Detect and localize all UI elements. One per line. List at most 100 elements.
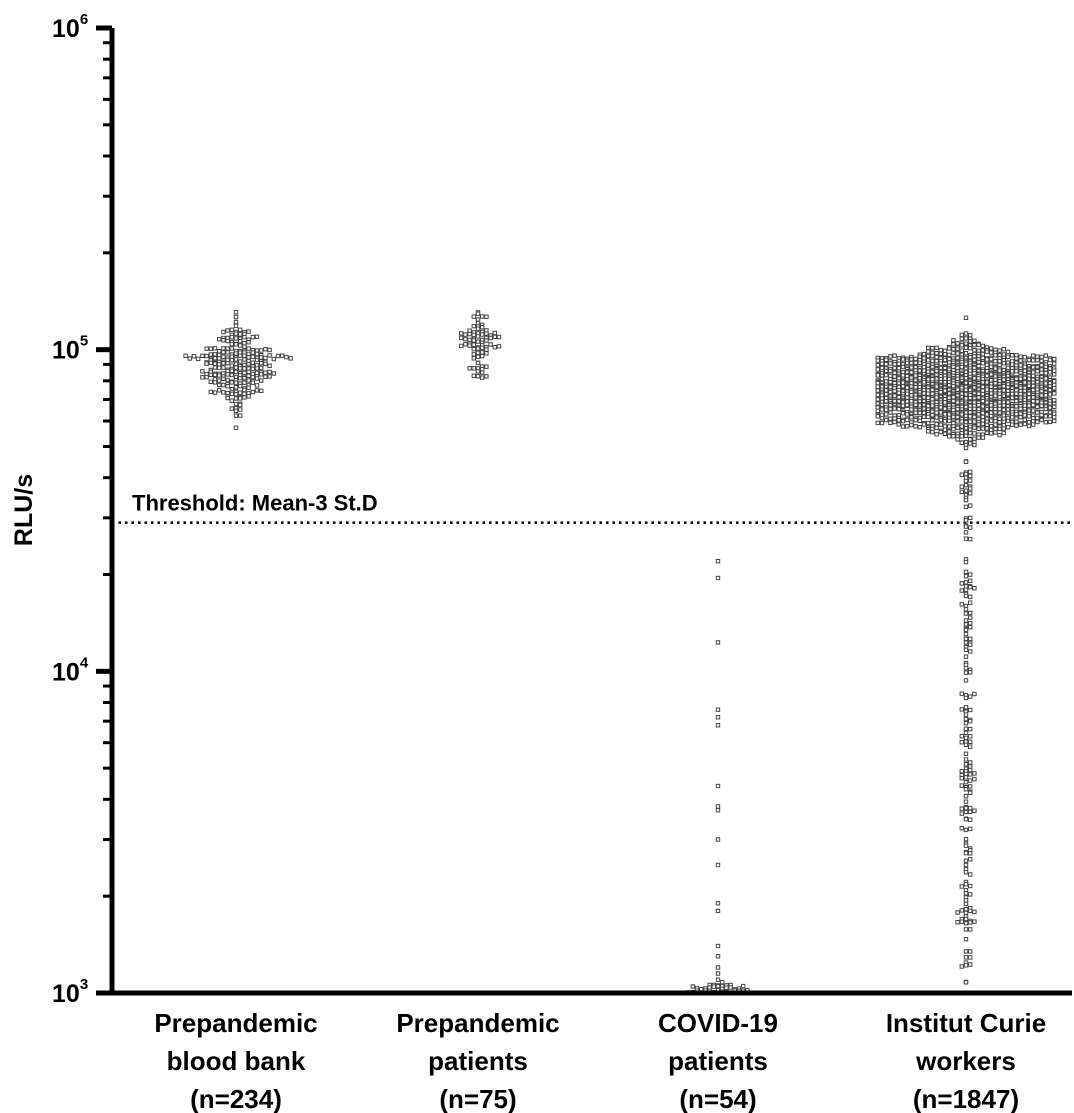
data-point bbox=[1047, 419, 1053, 425]
data-point bbox=[980, 421, 985, 427]
data-point bbox=[993, 377, 998, 383]
data-point bbox=[1001, 388, 1006, 393]
data-point bbox=[225, 361, 230, 366]
data-point bbox=[225, 377, 230, 383]
data-point bbox=[968, 536, 973, 542]
data-point bbox=[968, 739, 973, 744]
data-point bbox=[1010, 369, 1015, 374]
data-point bbox=[246, 373, 251, 379]
data-point bbox=[900, 384, 906, 389]
data-point bbox=[917, 425, 922, 430]
data-point bbox=[229, 354, 235, 359]
data-point bbox=[242, 341, 247, 346]
data-point bbox=[263, 374, 268, 379]
data-point bbox=[217, 378, 222, 383]
data-point bbox=[884, 368, 889, 374]
data-point bbox=[909, 407, 914, 412]
data-point bbox=[984, 373, 990, 378]
data-point bbox=[968, 649, 973, 654]
data-point bbox=[980, 426, 985, 431]
data-point bbox=[892, 374, 897, 379]
data-point bbox=[955, 920, 960, 925]
data-point bbox=[926, 395, 931, 401]
data-point bbox=[938, 390, 943, 395]
data-point bbox=[238, 359, 243, 364]
data-point bbox=[921, 368, 927, 373]
data-point bbox=[968, 478, 973, 483]
data-point bbox=[1052, 386, 1057, 391]
data-point bbox=[997, 362, 1002, 368]
data-point bbox=[968, 920, 973, 925]
category-label-line: Prepandemic bbox=[154, 1008, 317, 1038]
data-point bbox=[900, 400, 906, 405]
data-point bbox=[963, 937, 969, 942]
data-point bbox=[475, 374, 481, 379]
data-point bbox=[471, 314, 477, 319]
data-point bbox=[997, 420, 1002, 425]
data-point bbox=[989, 423, 994, 429]
data-point bbox=[963, 882, 969, 887]
data-point bbox=[238, 353, 243, 358]
data-point bbox=[968, 332, 973, 338]
data-point bbox=[217, 356, 222, 361]
data-point bbox=[1010, 395, 1015, 401]
data-point bbox=[951, 347, 956, 352]
data-point bbox=[875, 358, 880, 363]
data-point bbox=[984, 380, 990, 385]
data-point bbox=[242, 395, 247, 400]
data-point bbox=[1026, 408, 1032, 413]
data-point bbox=[963, 574, 969, 579]
data-point bbox=[715, 715, 721, 720]
data-point bbox=[959, 908, 964, 913]
data-point bbox=[963, 331, 969, 336]
data-point bbox=[947, 352, 952, 358]
data-point bbox=[715, 804, 721, 809]
data-point bbox=[1005, 391, 1011, 397]
data-point bbox=[892, 416, 897, 421]
data-point bbox=[947, 360, 952, 365]
data-point bbox=[963, 336, 969, 341]
data-point bbox=[980, 384, 985, 390]
data-point bbox=[980, 355, 985, 361]
data-point bbox=[267, 353, 272, 358]
data-point bbox=[963, 809, 969, 815]
data-point bbox=[989, 391, 994, 396]
data-point bbox=[715, 808, 721, 813]
data-point bbox=[212, 352, 218, 357]
data-point bbox=[467, 337, 472, 343]
data-point bbox=[488, 342, 493, 347]
data-point bbox=[1035, 404, 1040, 410]
data-point bbox=[475, 369, 481, 374]
data-point bbox=[984, 349, 990, 354]
data-point bbox=[930, 377, 935, 382]
data-point bbox=[484, 338, 489, 343]
data-point bbox=[1005, 410, 1011, 416]
data-point bbox=[204, 353, 209, 359]
data-point bbox=[242, 353, 247, 358]
data-point bbox=[968, 594, 973, 600]
data-point bbox=[997, 432, 1002, 438]
data-point bbox=[963, 901, 969, 907]
data-point bbox=[1052, 379, 1057, 384]
data-point bbox=[221, 329, 226, 335]
data-point bbox=[909, 365, 914, 370]
data-point bbox=[959, 472, 964, 477]
data-point bbox=[938, 347, 943, 353]
data-point bbox=[980, 418, 985, 423]
data-point bbox=[963, 949, 969, 954]
data-point bbox=[976, 402, 981, 408]
data-point bbox=[715, 977, 721, 982]
data-point bbox=[1052, 368, 1057, 373]
threshold-label: Threshold: Mean-3 St.D bbox=[132, 491, 378, 516]
data-point bbox=[467, 331, 472, 337]
data-point bbox=[959, 440, 964, 446]
data-point bbox=[238, 332, 243, 337]
data-point bbox=[459, 331, 464, 336]
data-point bbox=[917, 410, 922, 416]
data-point bbox=[909, 422, 914, 428]
data-point bbox=[233, 396, 239, 401]
data-point bbox=[892, 419, 897, 425]
data-point bbox=[972, 385, 977, 390]
category-label-line: workers bbox=[915, 1046, 1016, 1076]
data-point bbox=[951, 398, 956, 404]
